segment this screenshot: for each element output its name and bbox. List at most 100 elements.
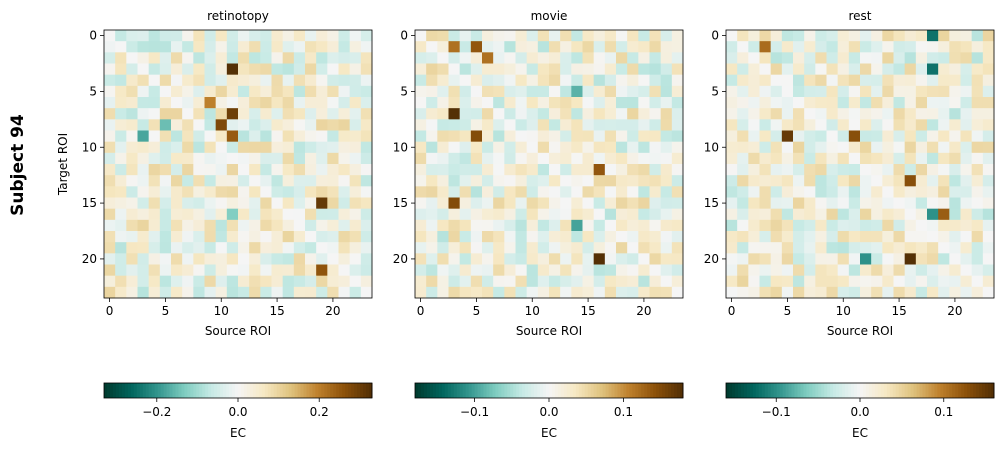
colorbar-tick-label: 0.2 [310,405,329,419]
heatmap-cell [826,130,839,143]
heatmap-cell [493,63,505,76]
heatmap-cell [437,286,449,299]
heatmap-cell [882,130,894,143]
heatmap-cell [781,141,794,154]
heatmap-cell [459,41,472,53]
heatmap-cell [882,264,894,277]
heatmap-cell [226,41,239,53]
heatmap-cell [893,52,906,64]
heatmap-cell [638,208,650,221]
heatmap-cell [238,41,250,53]
heatmap-cell [748,186,760,198]
heatmap-cell [770,108,783,120]
heatmap-cell [182,286,194,299]
heatmap-cell [504,175,516,187]
heatmap-cell [971,164,984,176]
heatmap-cell [448,242,461,254]
heatmap-cell [504,141,516,154]
heatmap-cell [960,141,973,154]
heatmap-cell [493,175,505,187]
heatmap-cell [316,286,328,299]
heatmap-cell [260,264,272,277]
heatmap-cell [293,175,306,187]
heatmap-cell [293,130,306,143]
heatmap-cell [660,197,673,210]
heatmap-cell [159,275,172,288]
heatmap-cell [448,63,461,76]
heatmap-cell [726,231,738,243]
heatmap-cell [282,97,295,109]
colorbar-segment [184,383,188,398]
heatmap-cell [638,108,650,120]
heatmap-cell [560,30,572,42]
heatmap-cell [115,275,127,288]
heatmap-cell [549,41,561,53]
heatmap-cell [137,119,150,131]
heatmap-cell [293,152,306,165]
heatmap-cell [204,275,217,288]
heatmap-cell [560,108,572,120]
heatmap-cell [226,30,239,42]
heatmap-cell [271,286,284,299]
heatmap-cell [826,186,839,198]
heatmap-cell [171,208,183,221]
heatmap-cell [482,141,494,154]
heatmap-cell [960,175,973,187]
x-tick-label: 10 [214,304,229,318]
heatmap-cell [915,275,928,288]
heatmap-cell [848,242,861,254]
heatmap-cell [504,275,516,288]
axes-frame [725,29,995,299]
heatmap-cell [871,119,883,131]
heatmap-cell [104,197,116,210]
heatmap-cell [137,85,150,98]
heatmap-cell [960,208,973,221]
heatmap-cell [115,85,127,98]
colorbar-segment [647,383,651,398]
heatmap-cell [882,208,894,221]
heatmap-cell [426,175,438,187]
heatmap-cell [616,152,628,165]
heatmap-cell [770,253,783,265]
heatmap-cell [893,208,906,221]
heatmap-cell [638,275,650,288]
heatmap-cell [282,74,295,87]
heatmap-cell [204,186,217,198]
heatmap-cell [882,41,894,53]
heatmap-cell [148,286,161,299]
heatmap-cell [960,152,973,165]
heatmap-cell [504,164,516,176]
heatmap-cell [960,253,973,265]
heatmap-cell [770,175,783,187]
heatmap-cell [238,63,250,76]
heatmap-cell [848,63,861,76]
colorbar-segment [285,383,290,398]
figure-suptitle: Subject 94 [8,114,28,216]
heatmap-cell [915,119,928,131]
heatmap-cell [159,130,172,143]
x-axis-label: Source ROI [205,324,271,338]
heatmap-cell [737,242,749,254]
heatmap-cell [215,74,228,87]
heatmap-cell [660,253,673,265]
heatmap-cell [915,30,928,42]
heatmap-cell [593,264,606,277]
heatmap-cell [204,108,217,120]
heatmap-cell [148,52,161,64]
heatmap-cell [215,164,228,176]
colorbar-segment [913,383,918,398]
heatmap-cell [848,186,861,198]
colorbar-segment [991,383,995,398]
heatmap-cell [638,30,650,42]
colorbar-segment [737,383,742,398]
heatmap-cell [159,208,172,221]
y-tick-label: 10 [393,140,408,154]
heatmap-cell [504,253,516,265]
heatmap-cell [660,85,673,98]
heatmap-cell [226,264,239,277]
heatmap-cell [549,253,561,265]
heatmap-cell [793,85,805,98]
heatmap-cell [260,41,272,53]
heatmap-cell [415,52,427,64]
